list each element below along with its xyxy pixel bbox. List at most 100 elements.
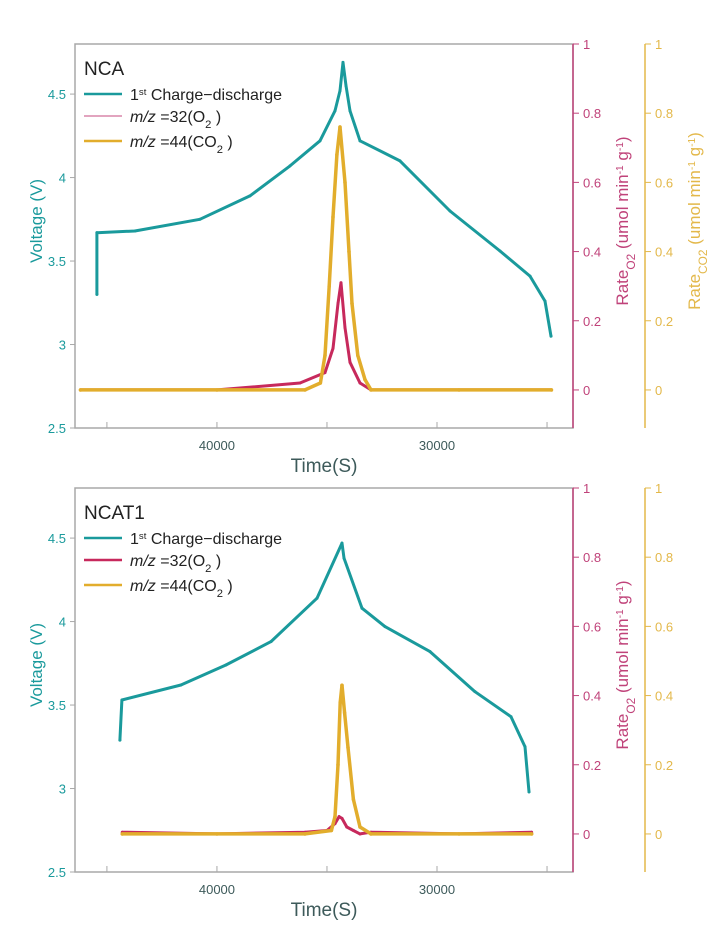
voltage-data-point [341,60,345,64]
co2-axis-label: RateCO2 (umol min-1 g-1) [685,132,708,310]
legend-label: m/z =32(O2 ) [130,553,221,575]
co2-data-point [323,353,327,358]
co2-axis-tick-label: 0.4 [655,245,673,260]
text-part: 1 [130,531,139,548]
voltage-data-point [360,606,364,610]
chart-panel-ncat1: 40000 30000 Time(S) 2.5 3 3.5 4 4.5 Voltage (V) 0… [27,481,673,921]
y-axis-label: Voltage (V) [27,179,46,263]
voltage-data-point [383,625,387,629]
o2-data-point [348,360,352,364]
text-part: Rate [613,714,632,750]
co2-axis-tick-label: 0.8 [655,550,673,565]
voltage-data-point [269,640,273,644]
voltage-data-point [509,715,513,719]
y-tick-label: 2.5 [48,421,66,436]
voltage-data-point [348,109,352,113]
text-part: (umol min [685,170,704,249]
x-tick-label: 30000 [419,438,455,453]
text-part: Rate [613,270,632,306]
text-part: ) [223,578,233,595]
text-part: m/z [130,109,156,126]
text-part: =32(O [156,553,205,570]
text-part: -1 [615,142,626,151]
o2-axis-label: RateO2 (umol min-1 g-1) [613,580,638,749]
o2-data-point [298,381,302,385]
co2-data-point [358,825,362,829]
voltage-data-point [342,556,346,560]
o2-series-line [79,281,553,392]
voltage-data-point [527,790,531,794]
text-part: (umol min [613,618,632,697]
o2-axis-tick-label: 1 [583,481,590,496]
o2-axis-tick-label: 0.2 [583,314,601,329]
o2-data-point [351,828,355,832]
o2-data-point [331,346,335,350]
co2-data-point [369,832,373,836]
o2-axis-tick-label: 0.6 [583,175,601,190]
o2-data-point [336,301,340,305]
legend-label: m/z =44(CO2 ) [130,134,233,156]
co2-axis-tick-label: 0.8 [655,106,673,121]
co2-data-point [335,152,339,157]
voltage-data-point [248,194,252,198]
text-part: =32(O [156,109,205,126]
voltage-data-point [398,159,402,163]
co2-axis-tick-label: 0.6 [655,175,673,190]
y-tick-label: 3.5 [48,254,66,269]
o2-data-point [345,825,349,829]
o2-data-point [340,816,344,820]
co2-series-line [120,683,534,836]
text-part: 2 [217,144,223,156]
o2-axis-tick-label: 0.8 [583,106,601,121]
o2-data-point [358,832,362,836]
text-part: ) [211,553,221,570]
voltage-data-point [333,109,337,113]
text-part: (umol min [613,174,632,253]
text-part: 2 [205,563,211,575]
co2-data-point [549,388,554,392]
voltage-data-point [543,299,547,303]
voltage-data-point [448,209,452,213]
y-axis-label: Voltage (V) [27,623,46,707]
x-tick-label: 30000 [419,882,455,897]
text-part: 1 [130,87,139,104]
co2-data-point [338,125,342,129]
co2-data-point [303,832,307,836]
voltage-data-point [428,650,432,654]
text-part: 2 [217,588,223,600]
co2-data-point [329,828,334,833]
y-tick-label: 4 [59,615,66,630]
o2-axis-tick-label: 1 [583,37,590,52]
o2-axis-tick-label: 0.4 [583,245,601,260]
co2-data-point [347,249,351,254]
text-part: 2 [205,119,211,131]
co2-data-point [350,301,354,306]
text-part: -1 [615,165,626,174]
co2-axis-tick-label: 0.2 [655,314,673,329]
voltage-data-point [338,89,342,93]
voltage-data-point [473,690,477,694]
co2-axis-tick-label: 1 [655,37,662,52]
o2-data-point [358,381,362,385]
y-tick-label: 3 [59,782,66,797]
voltage-data-point [224,663,228,667]
text-part: g [685,147,704,161]
voltage-data-point [315,596,319,600]
voltage-data-point [523,745,527,749]
o2-axis-label: RateO2 (umol min-1 g-1) [613,136,638,305]
co2-data-point [342,711,347,715]
co2-axis-tick-label: 0.2 [655,758,673,773]
o2-data-point [343,326,347,330]
o2-axis-tick-label: 0.4 [583,689,601,704]
o2-data-point [323,371,327,375]
voltage-data-point [198,217,202,221]
x-tick-label: 40000 [199,438,235,453]
o2-axis-tick-label: 0.6 [583,619,601,634]
voltage-data-point [179,683,183,687]
co2-data-point [336,763,340,767]
x-axis-label: Time(S) [291,456,358,477]
voltage-data-point [498,249,502,253]
co2-data-point [333,814,337,819]
text-part: st [139,531,147,542]
co2-axis-tick-label: 0.6 [655,619,673,634]
